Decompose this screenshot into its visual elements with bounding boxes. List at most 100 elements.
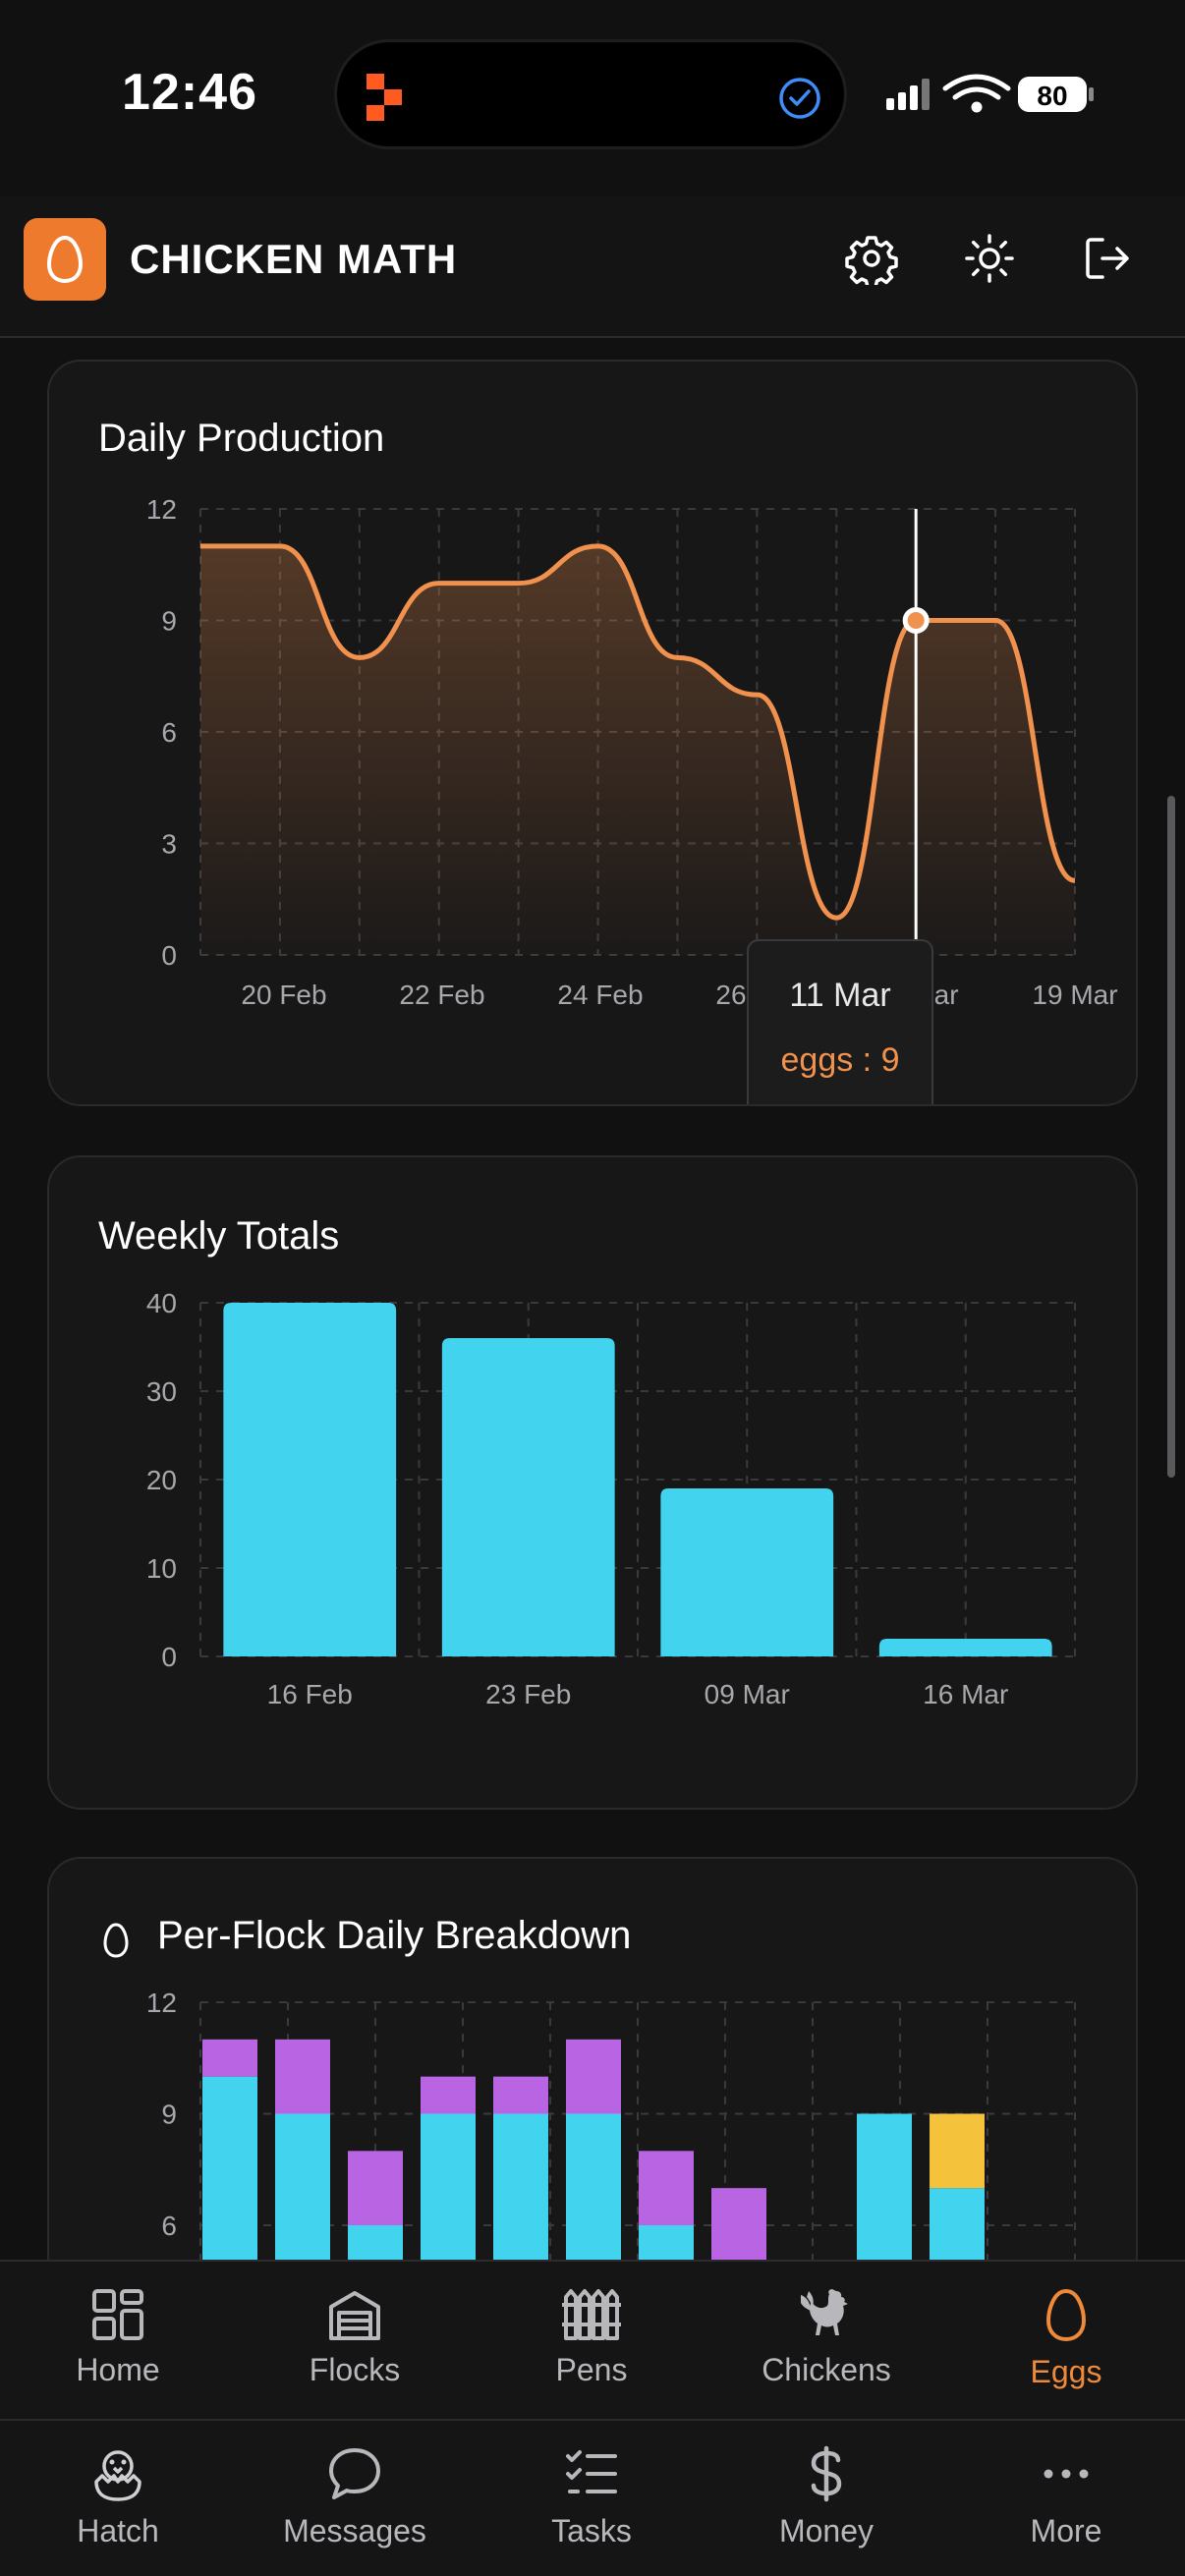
nav-label: Messages <box>283 2513 426 2548</box>
weekly-totals-card: Weekly Totals 0 10 20 30 40 16 Feb 23 Feb 09 Ma… <box>47 1155 1138 1810</box>
nav-chickens[interactable]: Chickens <box>738 2287 915 2388</box>
series-line <box>200 543 1076 921</box>
flock-bar-segment <box>493 2076 548 2114</box>
app-title: CHICKEN MATH <box>130 236 458 282</box>
nav-money[interactable]: Money <box>738 2444 915 2549</box>
weekly-bar <box>441 1338 615 1656</box>
y-tick-label: 10 <box>146 1553 177 1584</box>
system-icons: 80 <box>886 74 1094 113</box>
y-tick-label: 3 <box>161 829 177 860</box>
nav-eggs[interactable]: Eggs <box>978 2287 1155 2390</box>
flock-bar-segment <box>493 2113 548 2287</box>
grid-icon <box>92 2289 143 2340</box>
x-tick-label: 16 Feb <box>267 1679 353 1709</box>
nav-label: Hatch <box>77 2513 159 2548</box>
ellipsis-icon <box>1044 2469 1089 2479</box>
y-tick-label: 30 <box>146 1376 177 1407</box>
flock-bar-segment <box>421 2076 476 2114</box>
flock-bar-segment <box>275 2113 330 2287</box>
y-tick-label: 6 <box>161 717 177 748</box>
flock-bar-segment <box>202 2039 257 2077</box>
nav-home[interactable]: Home <box>29 2287 206 2388</box>
flock-bar-segment <box>566 2113 621 2287</box>
scrollbar[interactable] <box>1167 796 1175 1478</box>
y-tick-label: 12 <box>146 1988 177 2018</box>
nav-label: Pens <box>555 2352 628 2387</box>
nav-label: Chickens <box>762 2352 891 2387</box>
y-tick-label: 9 <box>161 2100 177 2130</box>
tooltip-value: eggs : 9 <box>780 1041 900 1079</box>
active-point <box>902 607 930 634</box>
checklist-icon <box>566 2450 617 2493</box>
nav-label: Eggs <box>1030 2354 1102 2389</box>
fence-icon <box>562 2289 621 2340</box>
x-tick-label: 19 Mar <box>1032 980 1117 1010</box>
area-fill <box>200 545 1075 955</box>
svg-text:80: 80 <box>1037 81 1067 111</box>
chart-tooltip: 11 Mar eggs : 9 <box>747 939 933 1104</box>
flock-bar-segment <box>275 2039 330 2114</box>
x-tick-label: 20 Feb <box>241 980 326 1010</box>
rooster-icon <box>801 2289 848 2335</box>
per-flock-chart[interactable]: 6 9 12 <box>49 1859 1138 2289</box>
app-header: CHICKEN MATH <box>0 196 1185 338</box>
nav-hatch[interactable]: Hatch <box>29 2444 206 2549</box>
nav-label: More <box>1030 2513 1102 2548</box>
y-tick-label: 12 <box>146 494 177 525</box>
settings-gear-icon[interactable] <box>845 232 898 285</box>
nav-messages[interactable]: Messages <box>266 2444 443 2549</box>
check-circle-icon <box>779 78 820 119</box>
status-time: 12:46 <box>122 64 257 121</box>
flocks-icon <box>329 2291 380 2340</box>
nav-divider <box>0 2419 1185 2421</box>
dynamic-island <box>334 39 847 149</box>
flock-bar-segment <box>202 2076 257 2287</box>
y-tick-label: 0 <box>161 1642 177 1672</box>
app-logo[interactable] <box>24 218 106 301</box>
flock-bar-segment <box>930 2113 985 2189</box>
per-flock-card: Per-Flock Daily Breakdown 6 9 12 <box>47 1857 1138 2289</box>
nav-pens[interactable]: Pens <box>503 2287 680 2388</box>
y-tick-label: 0 <box>161 940 177 971</box>
egg-icon <box>103 1923 129 1958</box>
nav-flocks[interactable]: Flocks <box>266 2287 443 2388</box>
sun-theme-icon[interactable] <box>963 232 1016 285</box>
dollar-icon <box>811 2445 842 2502</box>
flock-bar-segment <box>857 2113 912 2287</box>
nav-label: Home <box>76 2352 160 2387</box>
egg-icon <box>46 235 84 284</box>
nav-label: Money <box>778 2513 875 2548</box>
weekly-totals-title: Weekly Totals <box>98 1214 340 1258</box>
hatching-chick-icon <box>94 2450 141 2501</box>
nav-label: Tasks <box>551 2513 632 2548</box>
y-tick-label: 9 <box>161 606 177 637</box>
tooltip-date: 11 Mar <box>789 977 891 1014</box>
chat-bubble-icon <box>329 2448 380 2499</box>
nav-label: Flocks <box>309 2352 401 2387</box>
x-tick-label: 24 Feb <box>557 980 643 1010</box>
y-tick-label: 40 <box>146 1288 177 1318</box>
weekly-totals-chart[interactable]: 0 10 20 30 40 16 Feb 23 Feb 09 Mar 16 Mar <box>49 1157 1138 1810</box>
weekly-bar <box>660 1488 834 1656</box>
x-tick-label: 09 Mar <box>705 1679 790 1709</box>
cellular-signal-icon <box>886 79 930 110</box>
x-tick-label: 16 Mar <box>923 1679 1008 1709</box>
y-tick-label: 20 <box>146 1465 177 1495</box>
weekly-bar <box>878 1639 1052 1656</box>
logout-icon[interactable] <box>1081 232 1134 285</box>
wifi-icon <box>942 74 1011 113</box>
y-tick-label: 6 <box>161 2211 177 2241</box>
flock-bar-segment <box>421 2113 476 2287</box>
bottom-navigation: Home Flocks Pens Chickens <box>0 2260 1185 2576</box>
weekly-bar <box>223 1303 397 1656</box>
battery-icon: 80 <box>1018 77 1094 112</box>
status-bar: 12:46 80 <box>0 0 1185 187</box>
per-flock-title: Per-Flock Daily Breakdown <box>157 1914 632 1957</box>
x-tick-label: 22 Feb <box>399 980 484 1010</box>
egg-icon <box>1045 2288 1087 2342</box>
flock-bar-segment <box>348 2151 403 2225</box>
daily-production-card: Daily Production 0 3 6 9 12 20 Feb 22 Feb 24 Fe… <box>47 360 1138 1106</box>
nav-tasks[interactable]: Tasks <box>503 2444 680 2549</box>
nav-more[interactable]: More <box>978 2444 1155 2549</box>
